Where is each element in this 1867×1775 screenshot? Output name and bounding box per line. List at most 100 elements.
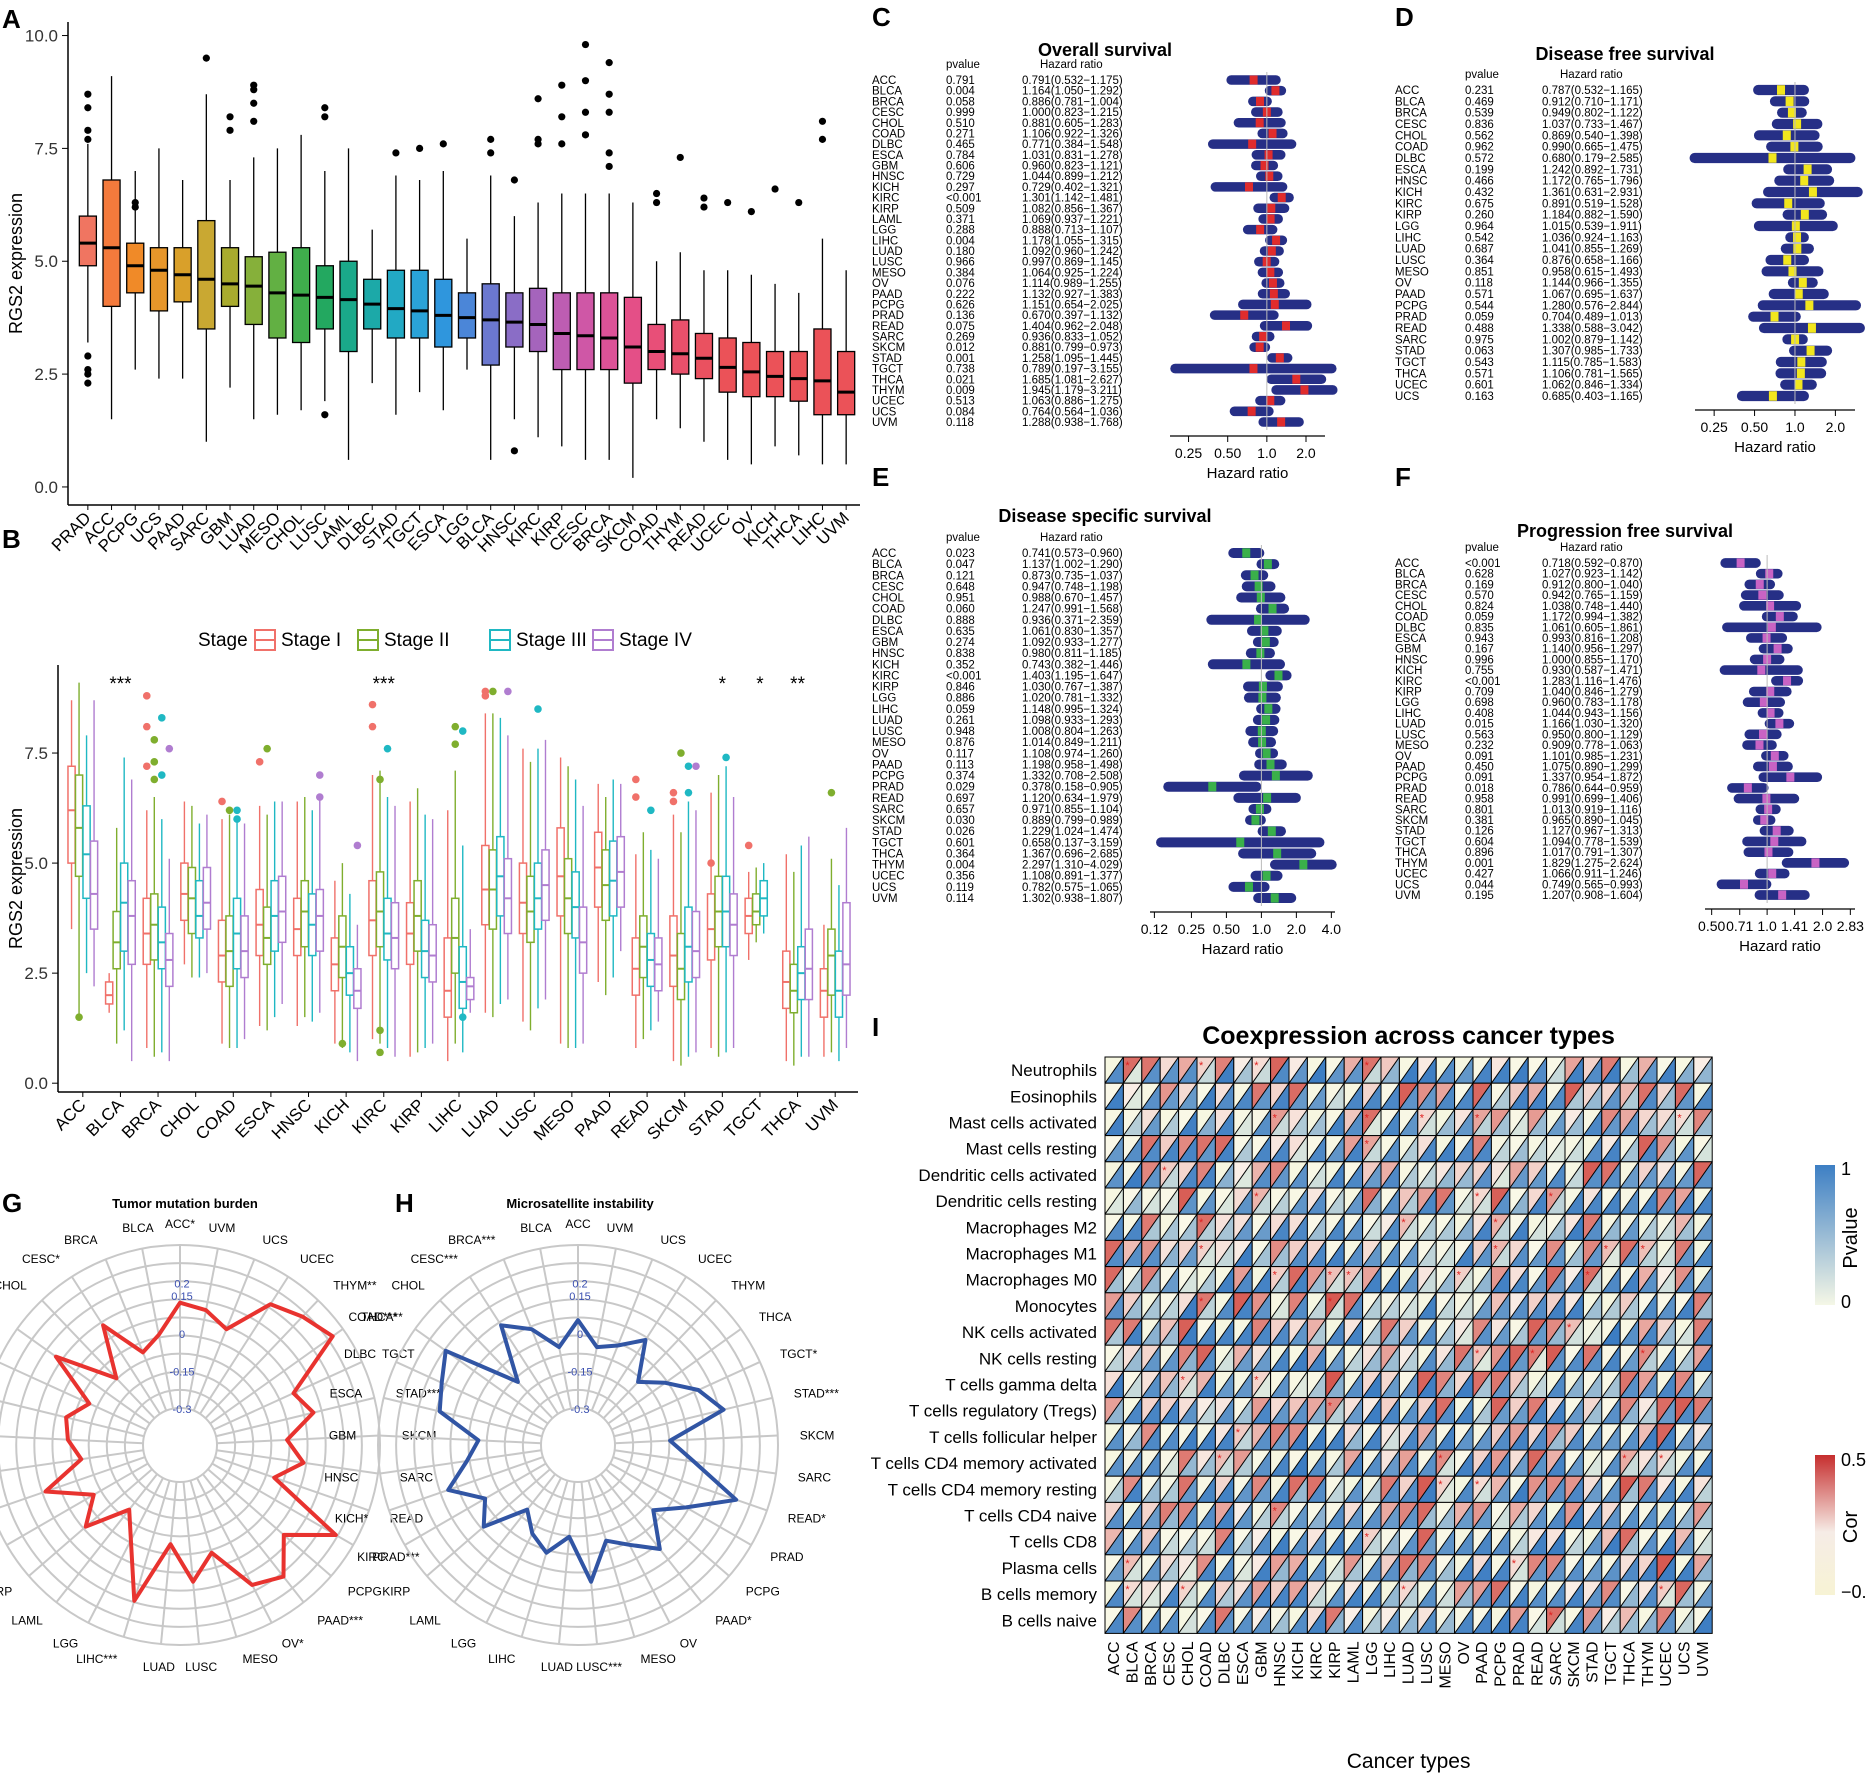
axis-label-acc: ACC [565,1217,591,1231]
cell [1490,1370,1511,1399]
x-tick-label: 0.71 [1726,918,1753,934]
x-tick-label: KIRC [348,1095,390,1137]
group-esca [255,744,287,1031]
row-hr-text: 1.207(0.908−1.604) [1542,890,1643,902]
cell [1104,1135,1124,1163]
cell [1398,1318,1419,1346]
row-label: TGCT [1395,357,1426,369]
cell-diagonal [1398,1161,1419,1189]
cell: * [1490,1239,1511,1268]
cell [1233,1135,1253,1163]
axis-label-kirp: KIRP [0,1584,12,1598]
forest-row-tgct: TGCT 0.543 1.115(0.785−1.583) [1395,356,1827,369]
cell [1527,1501,1548,1530]
axis-label-gbm: GBM [329,1428,356,1442]
row-pvalue: 0.996 [1465,654,1494,666]
row-hr-text: 0.991(0.699−1.406) [1542,794,1643,806]
cell [1527,1528,1548,1556]
cell [1509,1449,1529,1477]
forest-row-esca: ESCA 0.199 1.242(0.892−1.731) [1395,164,1833,176]
hr-marker [1766,687,1775,697]
cell-diagonal [1251,1082,1272,1110]
cell [1638,1108,1658,1137]
hr-marker [1757,665,1766,675]
grid-spoke [388,1456,544,1512]
cell-diagonal [1159,1502,1180,1529]
cell [1270,1318,1290,1346]
forest-row-kich: KICH 0.297 0.729(0.402−1.321) [872,182,1288,194]
cell [1380,1108,1400,1137]
hr-marker [1768,153,1777,163]
hr-marker [1266,759,1275,770]
cell-diagonal [1233,1449,1253,1477]
row-label-nk-cells-activated: NK cells activated [962,1323,1097,1342]
cell [1509,1108,1529,1137]
row-label-plasma-cells: Plasma cells [1002,1559,1097,1578]
cell-diagonal [1122,1449,1143,1477]
forest-row-coad: COAD 0.060 1.247(0.991−1.568) [872,603,1290,616]
forest-row-esca: ESCA 0.784 1.031(0.831−1.278) [872,150,1286,162]
cell-diagonal [1233,1213,1253,1241]
axis-label-ucec: UCEC [300,1252,334,1266]
cell [1435,1370,1456,1399]
significance-star: * [1641,1348,1646,1360]
significance-star: * [1622,1453,1627,1465]
cell [1601,1135,1621,1163]
axis-label-coad: COAD*** [348,1310,397,1324]
row-label: PCPG [872,299,905,311]
cell-diagonal [1196,1240,1216,1267]
hr-marker [1773,644,1782,654]
cell-diagonal [1306,1213,1327,1241]
cell-diagonal [1104,1397,1124,1425]
axis-label-pcpg: PCPG [746,1584,780,1598]
cell [1601,1318,1621,1346]
row-hr-text: 0.741(0.573−0.960) [1022,548,1123,560]
cell [1104,1213,1124,1241]
cell-diagonal [1325,1187,1345,1215]
cell-diagonal [1435,1423,1456,1451]
group-luad [481,687,513,1018]
cell-diagonal [1288,1554,1308,1582]
cell [1472,1056,1492,1084]
forest-row-kirc: KIRC <0.001 1.403(1.195−1.647) [872,670,1292,682]
cell [1233,1056,1253,1084]
row-label: LUAD [872,246,903,258]
forest-row-ucec: UCEC 0.601 1.062(0.846−1.334) [1395,379,1817,392]
row-pvalue: 0.118 [1465,278,1493,290]
cell [1398,1135,1419,1163]
x-tick-label: KICH [311,1095,353,1137]
cell-diagonal [1325,1213,1345,1241]
cell-diagonal [1638,1266,1658,1294]
hr-marker [1775,719,1784,729]
cell [1196,1449,1216,1477]
cell [1251,1528,1272,1556]
cell-diagonal [1398,1397,1419,1425]
cell-diagonal [1619,1475,1640,1503]
row-hr-text: 1.106(0.922−1.326) [1022,128,1123,140]
cell [1656,1397,1676,1425]
significance-star: * [1254,1191,1259,1203]
cell-diagonal [1527,1371,1548,1398]
row-hr-text: 0.787(0.532−1.165) [1542,85,1643,97]
outlier [818,117,827,125]
x-tick-label: 0.25 [1178,921,1205,937]
box-kirc [528,95,548,438]
hr-marker [1743,783,1752,793]
cell-diagonal [1435,1292,1456,1320]
cell [1214,1187,1235,1215]
row-pvalue: 0.004 [946,235,975,247]
cell [1417,1528,1437,1556]
cell-diagonal [1619,1135,1640,1163]
grid-spoke [216,1434,380,1445]
cell-diagonal [1159,1318,1180,1346]
axis-label-kirp: KIRP [382,1584,410,1598]
hr-marker [1770,751,1779,761]
grid-spoke [414,1328,549,1425]
hr-marker [1244,882,1253,892]
outlier [376,775,384,784]
cell [1601,1213,1621,1241]
hr-marker [1784,198,1793,209]
row-hr-text: 0.881(0.799−0.973) [1022,342,1123,354]
cell [1546,1397,1566,1425]
cell-diagonal [1564,1371,1584,1398]
